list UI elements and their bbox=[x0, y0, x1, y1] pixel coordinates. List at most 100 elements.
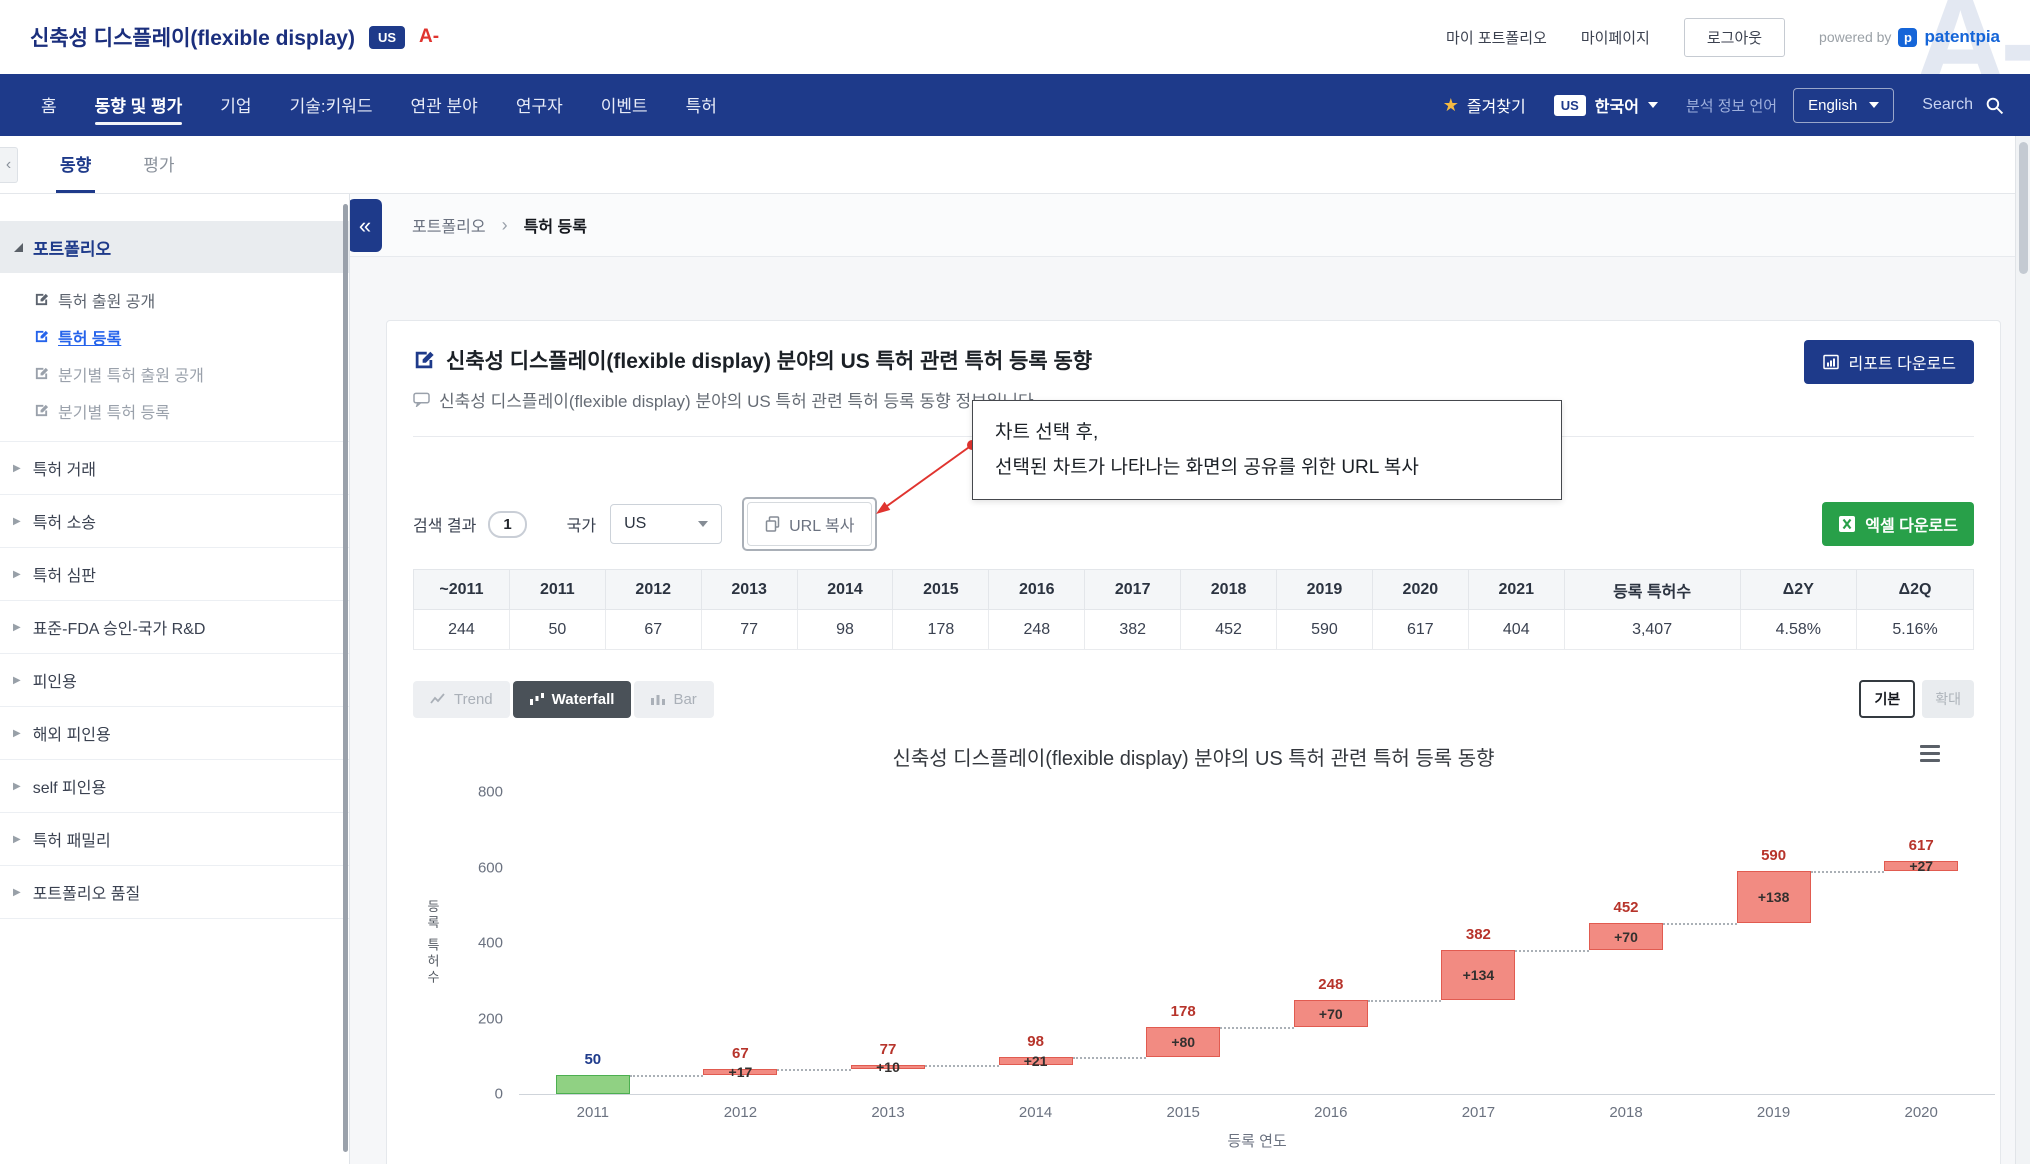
page-subtitle: 신축성 디스플레이(flexible display) 분야의 US 특허 관련… bbox=[439, 392, 1039, 411]
sidebar-group-patent-litigation[interactable]: ▶ 특허 소송 bbox=[0, 494, 349, 547]
sidebar-item-patent-application-publication[interactable]: 특허 출원 공개 bbox=[0, 281, 349, 318]
star-icon: ★ bbox=[1442, 94, 1459, 115]
x-axis-tick-label: 2018 bbox=[1609, 1104, 1643, 1121]
nav-item-patents[interactable]: 특허 bbox=[685, 96, 717, 116]
bar-delta-label: +17 bbox=[728, 1063, 753, 1080]
bar-total-label: 248 bbox=[1318, 976, 1344, 994]
document-icon bbox=[415, 351, 434, 369]
x-axis-tick-label: 2017 bbox=[1461, 1104, 1496, 1121]
tab-evaluation[interactable]: 평가 bbox=[143, 155, 175, 175]
search-result-label: 검색 결과 bbox=[413, 518, 477, 535]
waterfall-connector bbox=[1367, 1000, 1442, 1003]
search-icon bbox=[1986, 97, 2004, 114]
waterfall-bar-2017[interactable]: +134 bbox=[1441, 949, 1516, 1001]
brand-name[interactable]: patentpia bbox=[1924, 27, 2000, 46]
waterfall-bar-2014[interactable]: +21 bbox=[998, 1053, 1073, 1069]
sidebar-group-self-citations[interactable]: ▶ self 피인용 bbox=[0, 759, 349, 812]
chart-view-default[interactable]: 기본 bbox=[1859, 680, 1916, 718]
waterfall-bar-2015[interactable]: +80 bbox=[1146, 1026, 1221, 1057]
ui-language-select[interactable]: US 한국어 bbox=[1553, 93, 1658, 117]
chart-mode-waterfall[interactable]: Waterfall bbox=[512, 680, 632, 718]
chart-menu-icon[interactable] bbox=[1920, 745, 1940, 762]
grade-badge: A- bbox=[419, 26, 440, 47]
sidebar-group-patent-trade[interactable]: ▶ 특허 거래 bbox=[0, 441, 349, 494]
nav-item-trend-eval[interactable]: 동향 및 평가 bbox=[80, 84, 198, 127]
chart-mode-bar[interactable]: Bar bbox=[634, 680, 714, 718]
chevron-right-icon: ▶ bbox=[13, 780, 21, 792]
info-bubble-icon bbox=[413, 392, 430, 407]
breadcrumb-root[interactable]: 포트폴리오 bbox=[412, 219, 486, 236]
search-result-count: 1 bbox=[488, 510, 527, 538]
bar-delta-label: +21 bbox=[1023, 1052, 1048, 1069]
bar-total-label: 590 bbox=[1761, 847, 1787, 865]
x-axis-label: 등록 연도 bbox=[1227, 1133, 1287, 1150]
sidebar-group-std-fda-rnd[interactable]: ▶ 표준-FDA 승인-국가 R&D bbox=[0, 600, 349, 653]
chevron-right-icon: ▶ bbox=[13, 886, 21, 898]
waterfall-bar-2020[interactable]: +27 bbox=[1884, 858, 1959, 875]
chevron-right-icon: ▶ bbox=[13, 515, 21, 527]
country-label: 국가 bbox=[566, 518, 597, 535]
analysis-language-label: 분석 정보 언어 bbox=[1685, 97, 1778, 115]
analysis-language-select[interactable]: English bbox=[1793, 87, 1895, 123]
bar-total-label: 382 bbox=[1465, 925, 1491, 943]
waterfall-bar-2013[interactable]: +10 bbox=[851, 1059, 925, 1075]
bar-delta-label: +70 bbox=[1614, 928, 1638, 945]
bar-delta-label: +138 bbox=[1757, 889, 1790, 906]
waterfall-icon bbox=[529, 693, 544, 705]
sidebar-item-quarterly-registration[interactable]: 분기별 특허 등록 bbox=[0, 392, 349, 429]
waterfall-connector bbox=[1220, 1026, 1294, 1029]
sidebar: 포트폴리오 특허 출원 공개 특허 등록 분기별 특허 출원 공개 분기별 특허… bbox=[0, 194, 350, 1164]
nav-item-company[interactable]: 기업 bbox=[220, 96, 252, 116]
top-header: A- 신축성 디스플레이(flexible display) US A- 마이 … bbox=[0, 0, 2030, 74]
doc-edit-icon bbox=[35, 367, 49, 380]
x-axis-tick-label: 2011 bbox=[576, 1104, 609, 1121]
bar-chart-icon bbox=[651, 695, 666, 705]
chart-view-expand[interactable]: 확대 bbox=[1922, 680, 1974, 718]
waterfall-bar-2016[interactable]: +70 bbox=[1293, 1000, 1368, 1027]
sidebar-group-patent-trial[interactable]: ▶ 특허 심판 bbox=[0, 547, 349, 600]
favorites-button[interactable]: ★ 즐겨찾기 bbox=[1443, 93, 1526, 117]
excel-download-button[interactable]: 엑셀 다운로드 bbox=[1822, 502, 1974, 546]
analysis-language-value: English bbox=[1808, 96, 1858, 114]
x-axis-tick-label: 2016 bbox=[1314, 1104, 1348, 1121]
table-header-row: ~2011 2011 2012 2013 2014 2015 2016 2017 2018 201… bbox=[413, 569, 1974, 610]
chart-mode-trend[interactable]: Trend bbox=[413, 680, 510, 718]
nav-item-events[interactable]: 이벤트 bbox=[600, 96, 648, 116]
sidebar-collapse-button[interactable]: « bbox=[350, 199, 382, 252]
waterfall-bar-2011[interactable] bbox=[555, 1075, 630, 1094]
panel-back-button[interactable]: ‹ bbox=[0, 147, 18, 183]
sidebar-scrollbar[interactable] bbox=[343, 204, 348, 1152]
tab-trend[interactable]: 동향 bbox=[56, 136, 96, 193]
sidebar-group-citations[interactable]: ▶ 피인용 bbox=[0, 653, 349, 706]
country-select[interactable]: US bbox=[610, 504, 723, 544]
bar-delta-label: +27 bbox=[1909, 858, 1934, 875]
sidebar-item-patent-registration[interactable]: 특허 등록 bbox=[0, 318, 349, 355]
waterfall-bar-2012[interactable]: +17 bbox=[703, 1064, 778, 1080]
bar-delta-label: +10 bbox=[876, 1058, 900, 1075]
sidebar-section-portfolio[interactable]: 포트폴리오 bbox=[0, 221, 349, 273]
y-axis-tick-label: 600 bbox=[477, 859, 503, 876]
nav-item-related-fields[interactable]: 연관 분야 bbox=[410, 96, 478, 116]
sidebar-group-patent-family[interactable]: ▶ 특허 패밀리 bbox=[0, 812, 349, 865]
page-scrollbar[interactable] bbox=[2015, 136, 2030, 1164]
nav-item-researchers[interactable]: 연구자 bbox=[515, 96, 563, 116]
logout-button[interactable]: 로그아웃 bbox=[1683, 17, 1786, 57]
nav-item-tech-keyword[interactable]: 기술:키워드 bbox=[289, 96, 373, 116]
url-copy-button[interactable]: URL 복사 bbox=[747, 502, 873, 546]
sidebar-group-portfolio-quality[interactable]: ▶ 포트폴리오 품질 bbox=[0, 865, 349, 918]
page-scrollbar-thumb[interactable] bbox=[2019, 142, 2028, 274]
sidebar-group-foreign-citations[interactable]: ▶ 해외 피인용 bbox=[0, 706, 349, 759]
bar-total-label: 77 bbox=[879, 1040, 897, 1058]
main-area: « 포트폴리오 › 특허 등록 차트 선택 후, 선택된 차트가 나타나는 화면… bbox=[350, 194, 2030, 1164]
chevron-down-icon bbox=[698, 521, 709, 527]
my-page-link[interactable]: 마이페이지 bbox=[1580, 29, 1650, 47]
waterfall-bar-2018[interactable]: +70 bbox=[1589, 923, 1663, 950]
sub-tabs: ‹ 동향 평가 bbox=[0, 136, 2030, 194]
sidebar-item-quarterly-application[interactable]: 분기별 특허 출원 공개 bbox=[0, 355, 349, 392]
report-download-button[interactable]: 리포트 다운로드 bbox=[1803, 340, 1974, 384]
my-portfolio-link[interactable]: 마이 포트폴리오 bbox=[1446, 29, 1547, 47]
y-axis-label: 등록 특허수 bbox=[425, 899, 440, 987]
nav-search[interactable]: Search bbox=[1922, 96, 2004, 115]
nav-item-home[interactable]: 홈 bbox=[41, 96, 57, 116]
waterfall-bar-2019[interactable]: +138 bbox=[1736, 871, 1811, 924]
